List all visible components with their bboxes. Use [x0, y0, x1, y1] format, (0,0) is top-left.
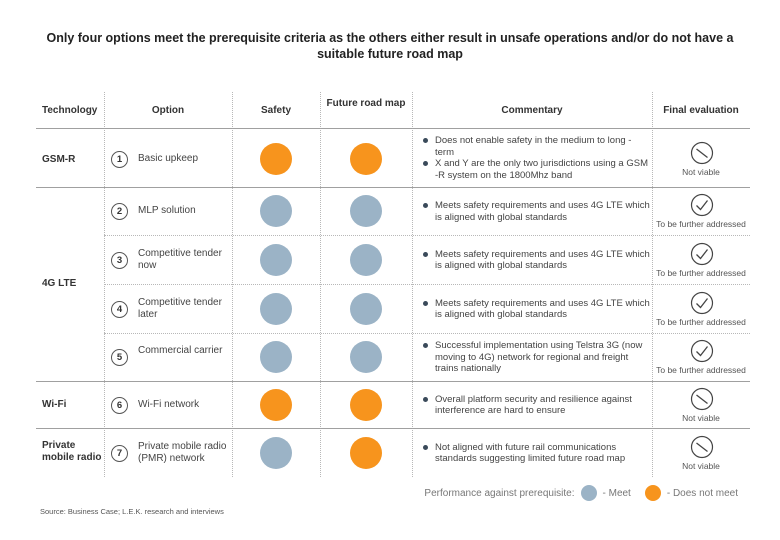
- bullet-icon: [423, 161, 428, 166]
- check-icon: [690, 291, 714, 314]
- legend-label: Performance against prerequisite:: [424, 487, 575, 499]
- technology-label: 4G LTE: [42, 278, 77, 289]
- row-divider: [104, 284, 750, 285]
- check-icon: [690, 242, 714, 265]
- final-evaluation-label: To be further addressed: [656, 219, 746, 229]
- check-icon: [690, 193, 714, 217]
- option-label: Competitive tender now: [138, 247, 222, 271]
- source-note: Source: Business Case; L.E.K. research a…: [40, 507, 224, 516]
- safety-indicator: [260, 436, 292, 469]
- header-divider: [36, 128, 750, 129]
- legend-meet-swatch: [580, 485, 597, 501]
- commentary-text: Meets safety requirements and uses 4G LT…: [435, 248, 650, 272]
- bullet-icon: [423, 343, 428, 348]
- commentary-text: Successful implementation using Telstra …: [435, 340, 643, 374]
- commentary-text: Overall platform security and resilience…: [435, 393, 632, 417]
- page-title: Only four options meet the prerequisite …: [46, 31, 734, 61]
- not-viable-icon: [690, 387, 714, 410]
- option-label: Wi-Fi network: [138, 398, 200, 410]
- option-label: Competitive tender later: [138, 296, 222, 320]
- safety-indicator: [260, 341, 292, 373]
- commentary-text: X and Y are the only two jurisdictions u…: [435, 158, 648, 181]
- evaluation-table: Technology Option Safety Future road map…: [36, 92, 750, 482]
- option-label: Commercial carrier: [138, 345, 223, 356]
- future-road-map-indicator: [350, 388, 382, 421]
- safety-indicator: [260, 388, 292, 421]
- commentary-bullet: Does not enable safety in the medium to …: [423, 135, 653, 158]
- bullet-icon: [423, 444, 428, 450]
- header-technology: Technology: [42, 105, 98, 116]
- legend-not-meet-label: - Does not meet: [666, 487, 738, 499]
- safety-indicator: [260, 195, 292, 227]
- group-divider: [36, 428, 750, 429]
- commentary-text: Meets safety requirements and uses 4G LT…: [435, 297, 650, 321]
- commentary-bullet: Meets safety requirements and uses 4G LT…: [423, 200, 653, 223]
- future-road-map-indicator: [350, 292, 382, 325]
- future-road-map-indicator: [350, 341, 382, 373]
- commentary-bullet: Meets safety requirements and uses 4G LT…: [423, 297, 653, 321]
- group-divider: [36, 381, 750, 382]
- bullet-icon: [423, 251, 428, 257]
- bullet-icon: [423, 300, 428, 306]
- safety-indicator: [260, 292, 292, 325]
- future-road-map-indicator: [350, 142, 382, 175]
- option-number: 2: [111, 203, 128, 220]
- legend: Performance against prerequisite: - Meet…: [424, 485, 738, 501]
- option-number: 7: [111, 444, 128, 462]
- technology-label: Private mobile radio: [42, 440, 102, 463]
- option-number: 5: [111, 349, 128, 366]
- commentary-bullet: Successful implementation using Telstra …: [423, 340, 653, 375]
- option-label: Private mobile radio (PMR) network: [138, 440, 227, 464]
- header-final-evaluation: Final evaluation: [663, 105, 739, 116]
- final-evaluation-label: Not viable: [682, 412, 720, 423]
- header-option: Option: [151, 105, 185, 116]
- commentary-bullet: X and Y are the only two jurisdictions u…: [423, 158, 653, 181]
- legend-not-meet-swatch: [644, 485, 661, 501]
- bullet-icon: [423, 138, 428, 143]
- row-divider: [104, 333, 750, 334]
- final-evaluation-label: To be further addressed: [656, 316, 746, 327]
- commentary-bullet: Meets safety requirements and uses 4G LT…: [423, 248, 653, 272]
- header-safety: Safety: [260, 105, 291, 116]
- option-number: 1: [111, 150, 128, 168]
- check-icon: [690, 339, 714, 363]
- legend-meet-label: - Meet: [602, 487, 631, 499]
- bullet-icon: [423, 396, 428, 402]
- option-label: Basic upkeep: [138, 152, 199, 164]
- header-commentary: Commentary: [501, 105, 563, 116]
- final-evaluation-label: To be further addressed: [656, 365, 746, 375]
- commentary-text: Not aligned with future rail communicati…: [435, 441, 626, 465]
- option-number: 3: [111, 251, 128, 269]
- group-divider: [36, 187, 750, 188]
- safety-indicator: [260, 243, 292, 276]
- future-road-map-indicator: [350, 243, 382, 276]
- commentary-bullet: Not aligned with future rail communicati…: [423, 441, 653, 465]
- row-divider: [104, 235, 750, 236]
- bullet-icon: [423, 203, 428, 208]
- technology-label: GSM-R: [42, 154, 76, 165]
- option-number: 6: [111, 396, 128, 414]
- not-viable-icon: [690, 435, 714, 458]
- final-evaluation-label: To be further addressed: [656, 267, 746, 278]
- final-evaluation-label: Not viable: [682, 166, 720, 177]
- future-road-map-indicator: [350, 436, 382, 469]
- commentary-text: Does not enable safety in the medium to …: [435, 135, 632, 158]
- header-future-road-map: Future road map: [326, 98, 406, 109]
- final-evaluation-label: Not viable: [682, 460, 720, 471]
- option-label: MLP solution: [138, 205, 196, 216]
- safety-indicator: [260, 142, 292, 175]
- future-road-map-indicator: [350, 195, 382, 227]
- option-number: 4: [111, 300, 128, 318]
- commentary-text: Meets safety requirements and uses 4G LT…: [435, 200, 650, 223]
- not-viable-icon: [690, 141, 714, 164]
- technology-label: Wi-Fi: [42, 399, 67, 410]
- commentary-bullet: Overall platform security and resilience…: [423, 393, 653, 417]
